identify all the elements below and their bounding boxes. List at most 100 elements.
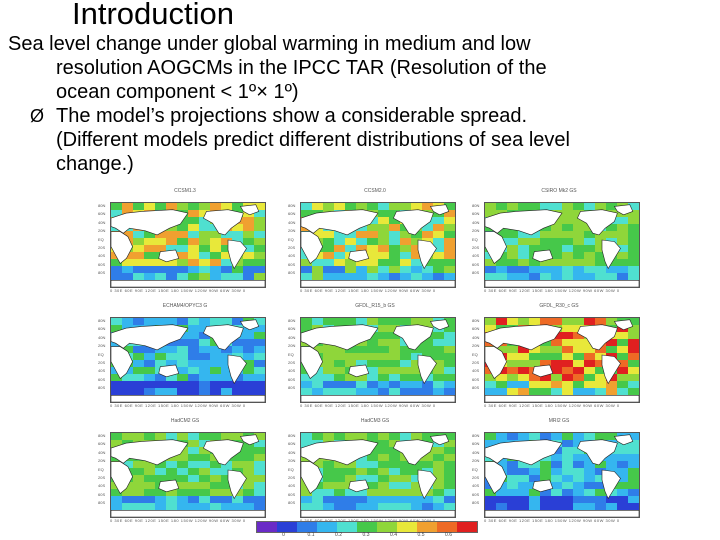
continent-shape — [111, 209, 189, 236]
latitude-tick: 40N — [472, 449, 480, 455]
continent-shape — [111, 461, 133, 494]
latitude-tick: 80S — [288, 500, 296, 506]
latitude-tick: 40S — [288, 483, 296, 489]
longitude-tick-labels: 0 30E 60E 90E 120E 150E 180 150W 120W 90… — [300, 288, 436, 293]
continent-shape — [239, 319, 260, 331]
bullet-line-2: (Different models predict different dist… — [56, 129, 570, 151]
latitude-tick: 20S — [98, 245, 106, 251]
latitude-tick: 80N — [288, 433, 296, 438]
latitude-tick: 60N — [288, 211, 296, 217]
latitude-tick: 80S — [98, 385, 106, 391]
latitude-tick: EQ — [472, 351, 478, 357]
latitude-tick: 40S — [98, 483, 106, 489]
latitude-tick: 80S — [98, 270, 106, 276]
continent-shape — [601, 354, 621, 385]
latitude-tick: 60S — [288, 491, 296, 497]
continent-shape — [348, 249, 370, 263]
latitude-tick: 80S — [472, 500, 480, 506]
colorbar-swatch — [277, 522, 297, 532]
latitude-tick: 60S — [288, 261, 296, 267]
latitude-tick: 20N — [98, 343, 106, 349]
continent-shape — [301, 461, 323, 494]
continent-shape — [485, 280, 639, 287]
map-panel-title: CCSM1.3 — [174, 188, 196, 194]
bullet-item: Ø The model’s projections show a conside… — [8, 104, 708, 176]
latitude-tick: 20S — [98, 360, 106, 366]
continent-shape — [613, 204, 634, 216]
latitude-tick: 40N — [288, 449, 296, 455]
latitude-tick: EQ — [288, 466, 294, 472]
model-map-panel: CSIRO Mk2 GS 80N 60N 40N 20N EQ 20S 40S 60S 80S 0 … — [470, 188, 648, 298]
latitude-tick: 20S — [98, 475, 106, 481]
latitude-tick: 20S — [288, 245, 296, 251]
latitude-tick-labels: 80N 60N 40N 20N EQ 20S 40S 60S 80S — [288, 317, 300, 401]
latitude-tick: EQ — [98, 351, 104, 357]
latitude-tick: 20S — [472, 475, 480, 481]
continent-shape — [227, 469, 247, 500]
continent-shape — [301, 395, 455, 402]
latitude-tick: 80N — [472, 203, 480, 208]
continent-shape — [485, 346, 507, 379]
colorbar-tick-label: 0.5 — [417, 532, 425, 538]
continent-shape — [301, 439, 379, 466]
sea-level-map — [484, 432, 640, 518]
longitude-tick-labels: 0 30E 60E 90E 120E 150E 180 150W 120W 90… — [484, 518, 620, 523]
latitude-tick-labels: 80N 60N 40N 20N EQ 20S 40S 60S 80S — [98, 432, 110, 516]
continent-shape — [348, 364, 370, 378]
latitude-tick: 80S — [288, 385, 296, 391]
longitude-tick-labels: 0 30E 60E 90E 120E 150E 180 150W 120W 90… — [484, 288, 620, 293]
slide-body: Sea level change under global warming in… — [8, 32, 708, 176]
map-panel-title: HadCM2 GS — [170, 418, 200, 424]
latitude-tick: 60S — [472, 261, 480, 267]
continent-shape — [417, 469, 437, 500]
sea-level-map — [110, 202, 266, 288]
latitude-tick: 40N — [98, 334, 106, 340]
intro-line-3: ocean component < 1º× 1º) — [56, 81, 299, 103]
continent-shape — [577, 209, 618, 236]
latitude-tick: 60N — [98, 326, 106, 332]
latitude-tick: 40S — [472, 483, 480, 489]
continent-shape — [613, 434, 634, 446]
longitude-tick-labels: 0 30E 60E 90E 120E 150E 180 150W 120W 90… — [110, 518, 246, 523]
latitude-tick: EQ — [472, 466, 478, 472]
continent-shape — [301, 209, 379, 236]
map-panel-title: MRI2 GS — [548, 418, 570, 424]
continent-shape — [239, 434, 260, 446]
colorbar-swatch — [457, 522, 477, 532]
continent-shape — [532, 479, 554, 493]
latitude-tick: 20N — [288, 458, 296, 464]
colorbar-tick-label: 0 — [282, 532, 285, 538]
model-map-panel: CCSM2.0 80N 60N 40N 20N EQ 20S 40S 60S 80S 0 30E 6… — [286, 188, 464, 298]
latitude-tick-labels: 80N 60N 40N 20N EQ 20S 40S 60S 80S — [472, 432, 484, 516]
continent-shape — [601, 239, 621, 270]
continent-shape — [417, 239, 437, 270]
colorbar-swatch — [337, 522, 357, 532]
longitude-tick-labels: 0 30E 60E 90E 120E 150E 180 150W 120W 90… — [110, 403, 246, 408]
colorbar — [256, 521, 478, 533]
latitude-tick: 20S — [288, 360, 296, 366]
sea-level-map — [110, 432, 266, 518]
latitude-tick-labels: 80N 60N 40N 20N EQ 20S 40S 60S 80S — [98, 202, 110, 286]
colorbar-swatch — [437, 522, 457, 532]
continent-shape — [111, 280, 265, 287]
continent-shape — [227, 354, 247, 385]
sea-level-map — [300, 202, 456, 288]
continent-shape — [429, 204, 450, 216]
latitude-tick: 20N — [472, 343, 480, 349]
map-panel-title: GFDL_R15_b GS — [355, 303, 395, 309]
model-map-panel: CCSM1.3 80N 60N 40N 20N EQ 20S 40S 60S 80S 0 30E 6… — [96, 188, 274, 298]
latitude-tick: EQ — [288, 351, 294, 357]
continent-shape — [227, 239, 247, 270]
latitude-tick: 40S — [472, 253, 480, 259]
continent-shape — [111, 346, 133, 379]
latitude-tick: 20N — [288, 343, 296, 349]
model-map-panel: ECHAM4/OPYC3 G 80N 60N 40N 20N EQ 20S 40S 60S 80S… — [96, 303, 274, 413]
latitude-tick: 80S — [98, 500, 106, 506]
latitude-tick: 40S — [288, 253, 296, 259]
latitude-tick: EQ — [288, 236, 294, 242]
continent-shape — [111, 395, 265, 402]
latitude-tick: 80N — [98, 433, 106, 438]
sea-level-map — [300, 432, 456, 518]
latitude-tick: 40S — [98, 368, 106, 374]
latitude-tick: 20S — [288, 475, 296, 481]
